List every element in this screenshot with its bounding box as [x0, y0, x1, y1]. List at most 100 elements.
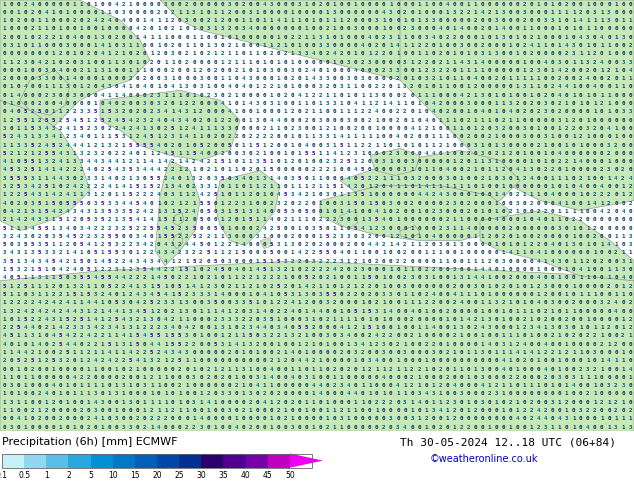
- Text: 0: 0: [10, 392, 13, 396]
- Text: 0: 0: [256, 400, 259, 405]
- Text: 4: 4: [136, 309, 139, 314]
- Text: 0: 0: [544, 76, 547, 81]
- Text: 1: 1: [621, 367, 624, 371]
- Text: 5: 5: [368, 309, 372, 314]
- Text: 0: 0: [206, 383, 210, 388]
- Text: 2: 2: [66, 471, 71, 480]
- Text: 1: 1: [129, 333, 133, 339]
- Text: 0: 0: [242, 93, 245, 98]
- Text: 0: 0: [347, 1, 351, 6]
- Text: 1: 1: [347, 416, 351, 421]
- Text: 0: 0: [220, 408, 224, 413]
- Text: 1: 1: [410, 300, 414, 305]
- Text: 0: 0: [108, 408, 111, 413]
- Text: 0: 0: [178, 76, 181, 81]
- Text: 0: 0: [206, 10, 210, 15]
- Text: 0: 0: [375, 68, 378, 73]
- Text: 1: 1: [558, 176, 562, 181]
- Text: 1: 1: [354, 358, 358, 363]
- Text: 1: 1: [108, 60, 111, 65]
- Text: 0: 0: [199, 317, 203, 322]
- Text: 0: 0: [467, 392, 470, 396]
- Text: 2: 2: [30, 26, 34, 31]
- Text: 4: 4: [424, 151, 428, 156]
- Text: 1: 1: [340, 184, 344, 189]
- Text: 0: 0: [593, 267, 597, 272]
- Bar: [91, 454, 113, 467]
- Text: 1: 1: [586, 134, 590, 139]
- Text: 2: 2: [340, 51, 344, 56]
- Text: 0: 0: [537, 400, 540, 405]
- Text: 2: 2: [94, 225, 97, 231]
- Text: 1: 1: [171, 259, 174, 264]
- Text: 2: 2: [276, 400, 280, 405]
- Text: 0: 0: [389, 118, 392, 122]
- Text: 3: 3: [375, 309, 378, 314]
- Text: 0: 0: [340, 292, 344, 297]
- Text: 0: 0: [305, 43, 308, 48]
- Text: 5: 5: [16, 358, 20, 363]
- Text: 0: 0: [403, 225, 406, 231]
- Text: 0: 0: [551, 250, 554, 255]
- Text: 0: 0: [417, 118, 421, 122]
- Text: 0: 0: [628, 51, 631, 56]
- Text: 1: 1: [481, 68, 484, 73]
- Text: 3: 3: [122, 425, 126, 430]
- Text: 1: 1: [30, 118, 34, 122]
- Text: 3: 3: [199, 184, 203, 189]
- Text: 3: 3: [361, 267, 365, 272]
- Text: 3: 3: [157, 93, 160, 98]
- Text: 3: 3: [382, 292, 385, 297]
- Text: 0: 0: [298, 392, 301, 396]
- Text: 0: 0: [558, 143, 562, 147]
- Text: 0: 0: [340, 242, 344, 247]
- Text: 3: 3: [340, 84, 344, 90]
- Text: 0: 0: [488, 358, 491, 363]
- Text: 0: 0: [298, 109, 301, 114]
- Text: 0: 0: [403, 1, 406, 6]
- Text: 2: 2: [523, 408, 526, 413]
- Text: 0: 0: [431, 176, 435, 181]
- Text: 0: 0: [249, 43, 252, 48]
- Text: 0: 0: [515, 358, 519, 363]
- Text: 0: 0: [551, 35, 554, 40]
- Text: 0: 0: [164, 425, 167, 430]
- Text: 1: 1: [523, 383, 526, 388]
- Text: 2: 2: [488, 392, 491, 396]
- Text: 1: 1: [178, 126, 181, 131]
- Text: 0: 0: [396, 375, 399, 380]
- Text: 1: 1: [122, 325, 126, 330]
- Text: 0: 0: [460, 200, 463, 206]
- Text: 4: 4: [614, 309, 618, 314]
- Text: 0: 0: [65, 93, 69, 98]
- Text: 0: 0: [515, 317, 519, 322]
- Text: 0: 0: [467, 43, 470, 48]
- Text: 0: 0: [375, 35, 378, 40]
- Text: 1: 1: [185, 43, 189, 48]
- Text: 0: 0: [23, 292, 27, 297]
- Text: 4: 4: [51, 176, 55, 181]
- Text: 2: 2: [453, 300, 456, 305]
- Text: 2: 2: [23, 267, 27, 272]
- Text: 1: 1: [375, 408, 378, 413]
- Text: 0: 0: [628, 309, 631, 314]
- Text: 5: 5: [298, 325, 301, 330]
- Text: 1: 1: [558, 358, 562, 363]
- Text: 4: 4: [65, 193, 69, 197]
- Text: 0: 0: [150, 367, 153, 371]
- Text: 0: 0: [340, 93, 344, 98]
- Text: 0: 0: [460, 143, 463, 147]
- Text: 4: 4: [312, 309, 315, 314]
- Text: 0: 0: [129, 375, 133, 380]
- Text: 0: 0: [382, 134, 385, 139]
- Text: 0: 0: [276, 367, 280, 371]
- Text: 0: 0: [565, 225, 569, 231]
- Text: 0: 0: [453, 342, 456, 347]
- Text: 2: 2: [157, 325, 160, 330]
- Text: 1: 1: [453, 76, 456, 81]
- Text: 1: 1: [276, 358, 280, 363]
- Text: 1: 1: [164, 392, 167, 396]
- Text: 3: 3: [290, 425, 294, 430]
- Text: 0: 0: [298, 209, 301, 214]
- Text: 5: 5: [199, 200, 203, 206]
